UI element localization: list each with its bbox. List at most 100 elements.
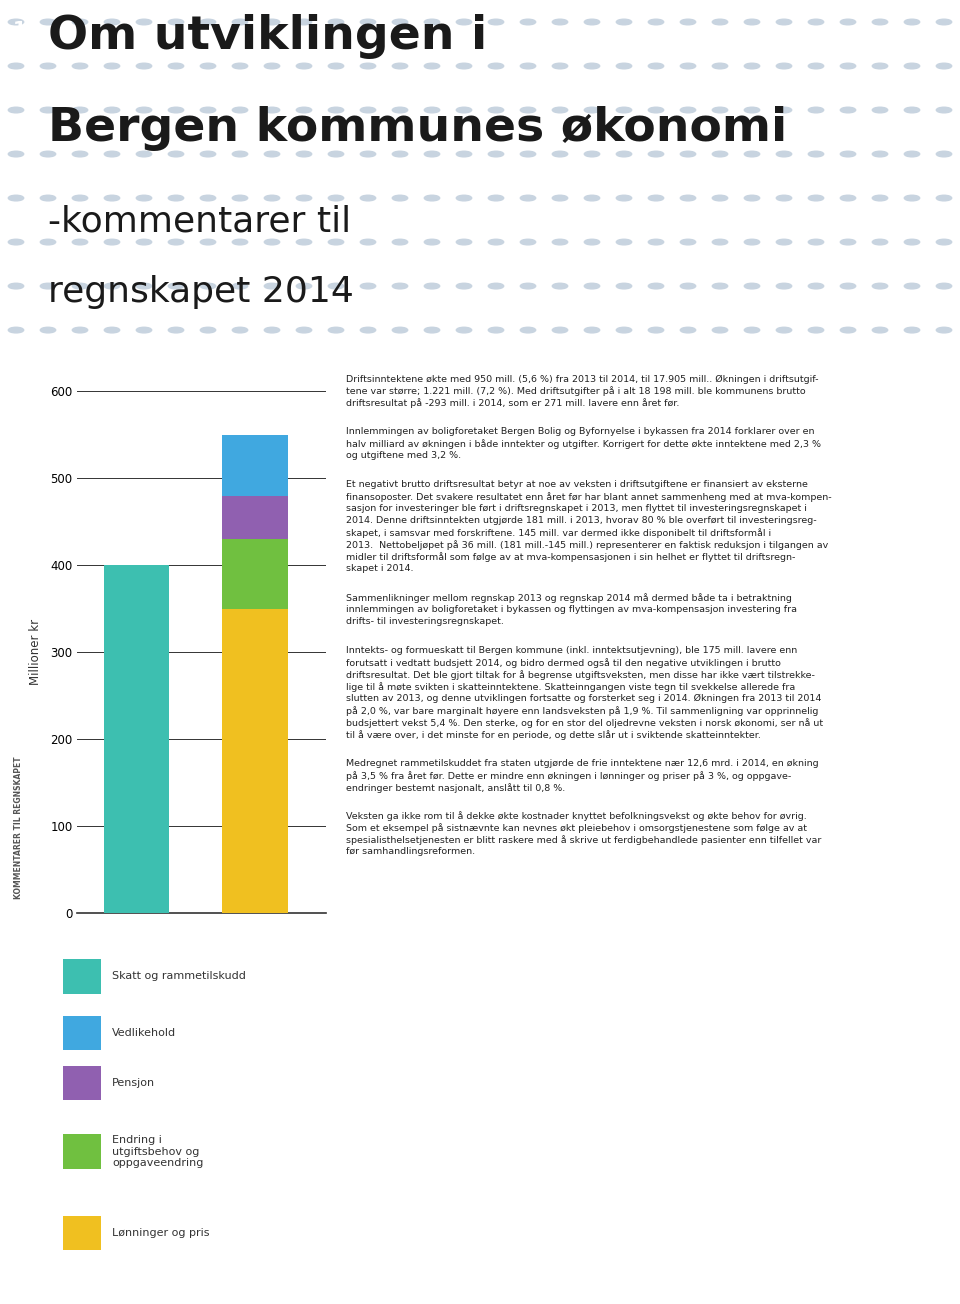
Circle shape bbox=[904, 151, 920, 156]
Circle shape bbox=[904, 283, 920, 289]
Circle shape bbox=[168, 239, 183, 245]
Text: på 3,5 % fra året før. Dette er mindre enn økningen i lønninger og priser på 3 %: på 3,5 % fra året før. Dette er mindre e… bbox=[346, 771, 791, 781]
Circle shape bbox=[552, 63, 567, 69]
Circle shape bbox=[904, 327, 920, 333]
Circle shape bbox=[9, 20, 24, 25]
Circle shape bbox=[808, 196, 824, 201]
Circle shape bbox=[328, 327, 344, 333]
Circle shape bbox=[520, 63, 536, 69]
Circle shape bbox=[840, 151, 855, 156]
Circle shape bbox=[904, 239, 920, 245]
Circle shape bbox=[360, 20, 375, 25]
Circle shape bbox=[232, 151, 248, 156]
Text: skapet i 2014.: skapet i 2014. bbox=[346, 565, 413, 574]
Circle shape bbox=[201, 107, 216, 113]
Circle shape bbox=[744, 107, 759, 113]
Circle shape bbox=[264, 327, 279, 333]
Circle shape bbox=[648, 107, 663, 113]
Circle shape bbox=[873, 20, 888, 25]
Circle shape bbox=[105, 239, 120, 245]
Circle shape bbox=[264, 196, 279, 201]
Circle shape bbox=[648, 239, 663, 245]
Circle shape bbox=[105, 63, 120, 69]
Circle shape bbox=[168, 151, 183, 156]
Circle shape bbox=[873, 63, 888, 69]
Circle shape bbox=[168, 327, 183, 333]
Circle shape bbox=[201, 327, 216, 333]
Circle shape bbox=[424, 151, 440, 156]
Text: Bergen kommunes økonomi: Bergen kommunes økonomi bbox=[48, 106, 787, 151]
Circle shape bbox=[648, 151, 663, 156]
Circle shape bbox=[201, 239, 216, 245]
Text: før samhandlingsreformen.: før samhandlingsreformen. bbox=[346, 848, 475, 857]
Circle shape bbox=[808, 283, 824, 289]
Circle shape bbox=[616, 151, 632, 156]
Circle shape bbox=[456, 327, 471, 333]
Circle shape bbox=[393, 196, 408, 201]
Circle shape bbox=[360, 239, 375, 245]
Circle shape bbox=[808, 107, 824, 113]
Circle shape bbox=[9, 327, 24, 333]
Circle shape bbox=[297, 107, 312, 113]
Circle shape bbox=[808, 63, 824, 69]
Text: endringer bestemt nasjonalt, anslått til 0,8 %.: endringer bestemt nasjonalt, anslått til… bbox=[346, 782, 564, 793]
Circle shape bbox=[777, 196, 792, 201]
Text: lige til å møte svikten i skatteinntektene. Skatteinngangen viste tegn til svekk: lige til å møte svikten i skatteinntekte… bbox=[346, 682, 795, 691]
Circle shape bbox=[40, 283, 56, 289]
Circle shape bbox=[616, 107, 632, 113]
Circle shape bbox=[40, 151, 56, 156]
Text: budsjettert vekst 5,4 %. Den sterke, og for en stor del oljedrevne veksten i nor: budsjettert vekst 5,4 %. Den sterke, og … bbox=[346, 719, 823, 728]
Text: driftsresultat. Det ble gjort tiltak for å begrense utgiftsveksten, men disse ha: driftsresultat. Det ble gjort tiltak for… bbox=[346, 670, 814, 679]
Circle shape bbox=[744, 151, 759, 156]
Circle shape bbox=[105, 196, 120, 201]
Text: Lønninger og pris: Lønninger og pris bbox=[112, 1228, 210, 1237]
Circle shape bbox=[232, 327, 248, 333]
Circle shape bbox=[808, 327, 824, 333]
Text: midler til driftsformål som følge av at mva-kompensasjonen i sin helhet er flytt: midler til driftsformål som følge av at … bbox=[346, 552, 795, 562]
Circle shape bbox=[40, 196, 56, 201]
Circle shape bbox=[681, 63, 696, 69]
Circle shape bbox=[936, 151, 951, 156]
Circle shape bbox=[840, 196, 855, 201]
Circle shape bbox=[297, 151, 312, 156]
Circle shape bbox=[616, 327, 632, 333]
Circle shape bbox=[585, 107, 600, 113]
Circle shape bbox=[520, 151, 536, 156]
Circle shape bbox=[873, 196, 888, 201]
Circle shape bbox=[264, 20, 279, 25]
Circle shape bbox=[168, 63, 183, 69]
Circle shape bbox=[232, 107, 248, 113]
Circle shape bbox=[585, 20, 600, 25]
Circle shape bbox=[616, 20, 632, 25]
Circle shape bbox=[360, 196, 375, 201]
Circle shape bbox=[552, 327, 567, 333]
Circle shape bbox=[456, 239, 471, 245]
Circle shape bbox=[360, 151, 375, 156]
Circle shape bbox=[136, 107, 152, 113]
Circle shape bbox=[712, 151, 728, 156]
Circle shape bbox=[616, 63, 632, 69]
Circle shape bbox=[744, 239, 759, 245]
Text: Sammenlikninger mellom regnskap 2013 og regnskap 2014 må dermed både ta i betrak: Sammenlikninger mellom regnskap 2013 og … bbox=[346, 593, 791, 602]
Circle shape bbox=[873, 151, 888, 156]
Circle shape bbox=[456, 151, 471, 156]
Circle shape bbox=[552, 196, 567, 201]
Circle shape bbox=[552, 283, 567, 289]
Text: spesialisthelsetjenesten er blitt raskere med å skrive ut ferdigbehandlede pasie: spesialisthelsetjenesten er blitt rasker… bbox=[346, 836, 821, 845]
Circle shape bbox=[264, 283, 279, 289]
Text: til å være over, i det minste for en periode, og dette slår ut i sviktende skatt: til å være over, i det minste for en per… bbox=[346, 730, 760, 739]
Circle shape bbox=[520, 327, 536, 333]
Circle shape bbox=[712, 107, 728, 113]
Text: drifts- til investeringsregnskapet.: drifts- til investeringsregnskapet. bbox=[346, 617, 503, 626]
Circle shape bbox=[712, 283, 728, 289]
Circle shape bbox=[136, 327, 152, 333]
Circle shape bbox=[936, 63, 951, 69]
Bar bbox=[223, 609, 288, 913]
Circle shape bbox=[201, 151, 216, 156]
Circle shape bbox=[136, 283, 152, 289]
Circle shape bbox=[328, 239, 344, 245]
Circle shape bbox=[777, 327, 792, 333]
Circle shape bbox=[424, 20, 440, 25]
Circle shape bbox=[424, 63, 440, 69]
Circle shape bbox=[744, 283, 759, 289]
